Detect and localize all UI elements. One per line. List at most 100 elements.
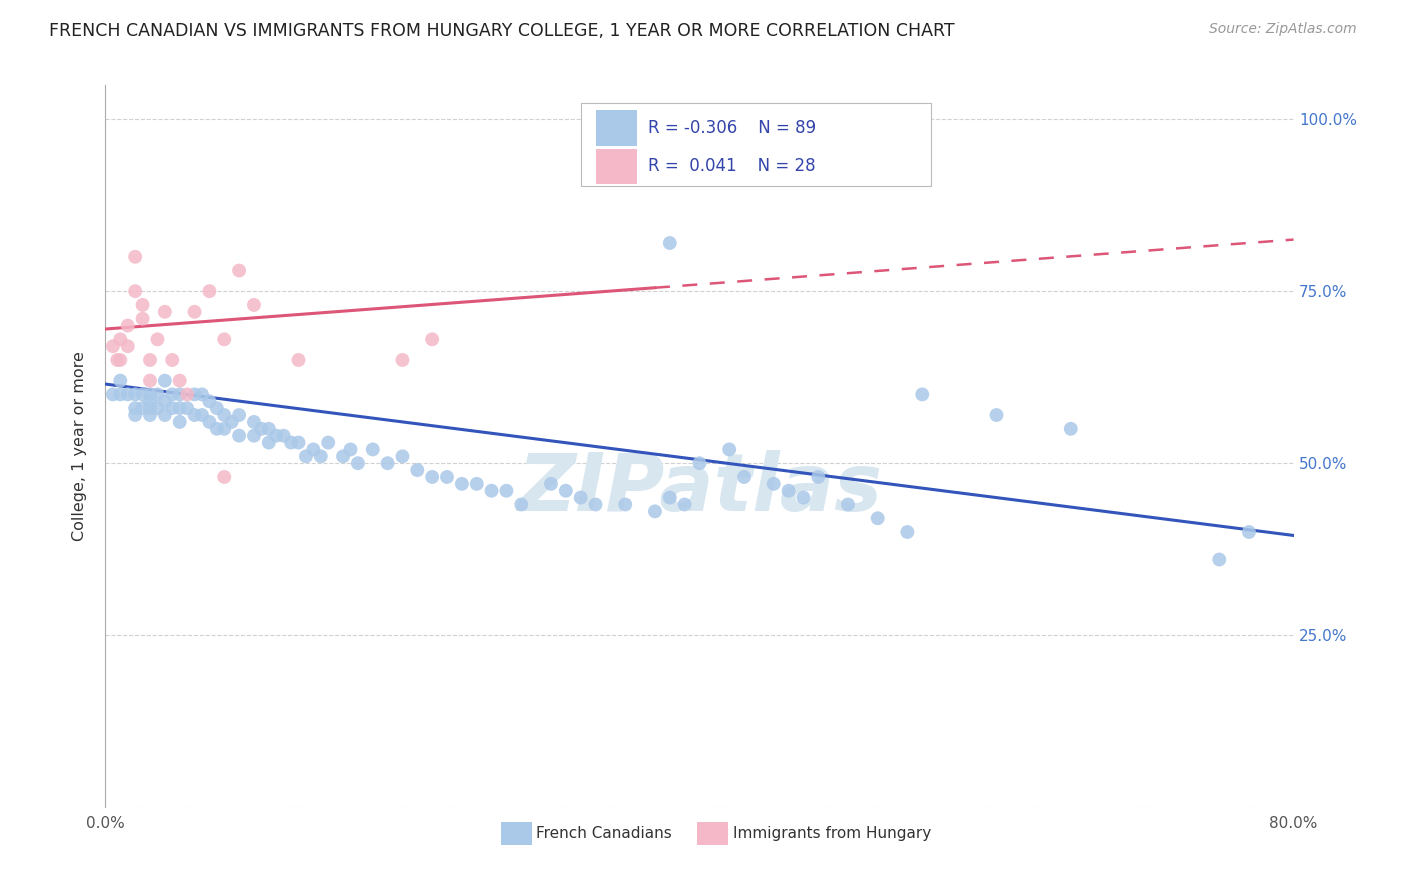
- Point: [510, 498, 533, 512]
- Point: [124, 387, 146, 401]
- Point: [131, 311, 153, 326]
- Point: [465, 476, 488, 491]
- Point: [264, 428, 287, 442]
- Point: [139, 394, 162, 409]
- Point: [191, 408, 214, 422]
- Point: [221, 415, 243, 429]
- Point: [347, 456, 370, 470]
- Point: [153, 374, 176, 388]
- Point: [689, 456, 711, 470]
- Point: [644, 504, 666, 518]
- Point: [361, 442, 384, 457]
- Point: [391, 353, 413, 368]
- Point: [139, 401, 162, 416]
- Point: [198, 415, 221, 429]
- Point: [309, 450, 332, 464]
- Point: [778, 483, 800, 498]
- FancyBboxPatch shape: [697, 822, 728, 845]
- Point: [718, 442, 741, 457]
- Point: [495, 483, 517, 498]
- Point: [243, 428, 266, 442]
- Point: [733, 139, 755, 153]
- Point: [205, 401, 228, 416]
- Point: [554, 483, 576, 498]
- Point: [169, 415, 191, 429]
- Y-axis label: College, 1 year or more: College, 1 year or more: [72, 351, 87, 541]
- Point: [614, 498, 637, 512]
- Point: [792, 491, 814, 505]
- Point: [569, 491, 592, 505]
- Point: [131, 387, 153, 401]
- Text: Source: ZipAtlas.com: Source: ZipAtlas.com: [1209, 22, 1357, 37]
- Point: [162, 353, 184, 368]
- Point: [1060, 422, 1083, 436]
- Text: R = -0.306    N = 89: R = -0.306 N = 89: [648, 120, 817, 137]
- Point: [183, 408, 205, 422]
- Point: [105, 353, 128, 368]
- Point: [214, 332, 236, 346]
- Point: [117, 318, 139, 333]
- Point: [837, 498, 859, 512]
- Point: [146, 387, 169, 401]
- Point: [124, 250, 146, 264]
- Point: [214, 408, 236, 422]
- Point: [162, 387, 184, 401]
- Point: [169, 387, 191, 401]
- Point: [1237, 524, 1260, 539]
- Point: [153, 394, 176, 409]
- Point: [585, 498, 607, 512]
- Point: [110, 387, 132, 401]
- Point: [228, 408, 250, 422]
- Point: [339, 442, 361, 457]
- Point: [250, 422, 273, 436]
- Point: [110, 353, 132, 368]
- Point: [139, 353, 162, 368]
- Point: [807, 470, 830, 484]
- Point: [139, 408, 162, 422]
- Point: [406, 463, 429, 477]
- Point: [198, 284, 221, 298]
- Point: [420, 470, 443, 484]
- Point: [257, 435, 280, 450]
- Point: [124, 401, 146, 416]
- Point: [273, 428, 295, 442]
- Point: [146, 332, 169, 346]
- Point: [183, 305, 205, 319]
- Point: [316, 435, 339, 450]
- Point: [658, 491, 681, 505]
- Point: [205, 422, 228, 436]
- FancyBboxPatch shape: [596, 111, 637, 145]
- Point: [228, 263, 250, 277]
- Point: [117, 339, 139, 353]
- Point: [146, 401, 169, 416]
- Point: [198, 394, 221, 409]
- Point: [101, 387, 124, 401]
- Point: [176, 387, 198, 401]
- Text: French Canadians: French Canadians: [536, 826, 671, 841]
- Point: [139, 387, 162, 401]
- Point: [377, 456, 399, 470]
- Point: [896, 524, 918, 539]
- Point: [191, 387, 214, 401]
- Point: [762, 476, 785, 491]
- Point: [420, 332, 443, 346]
- Point: [866, 511, 889, 525]
- Point: [540, 476, 562, 491]
- Point: [450, 476, 472, 491]
- Point: [481, 483, 503, 498]
- Point: [332, 450, 354, 464]
- Text: Immigrants from Hungary: Immigrants from Hungary: [733, 826, 931, 841]
- Point: [131, 401, 153, 416]
- Point: [131, 298, 153, 312]
- Text: FRENCH CANADIAN VS IMMIGRANTS FROM HUNGARY COLLEGE, 1 YEAR OR MORE CORRELATION C: FRENCH CANADIAN VS IMMIGRANTS FROM HUNGA…: [49, 22, 955, 40]
- Point: [176, 401, 198, 416]
- Point: [614, 161, 637, 175]
- Point: [436, 470, 458, 484]
- Point: [110, 332, 132, 346]
- Point: [169, 374, 191, 388]
- Point: [673, 498, 696, 512]
- Point: [287, 435, 309, 450]
- Point: [733, 470, 755, 484]
- Point: [280, 435, 302, 450]
- Point: [101, 339, 124, 353]
